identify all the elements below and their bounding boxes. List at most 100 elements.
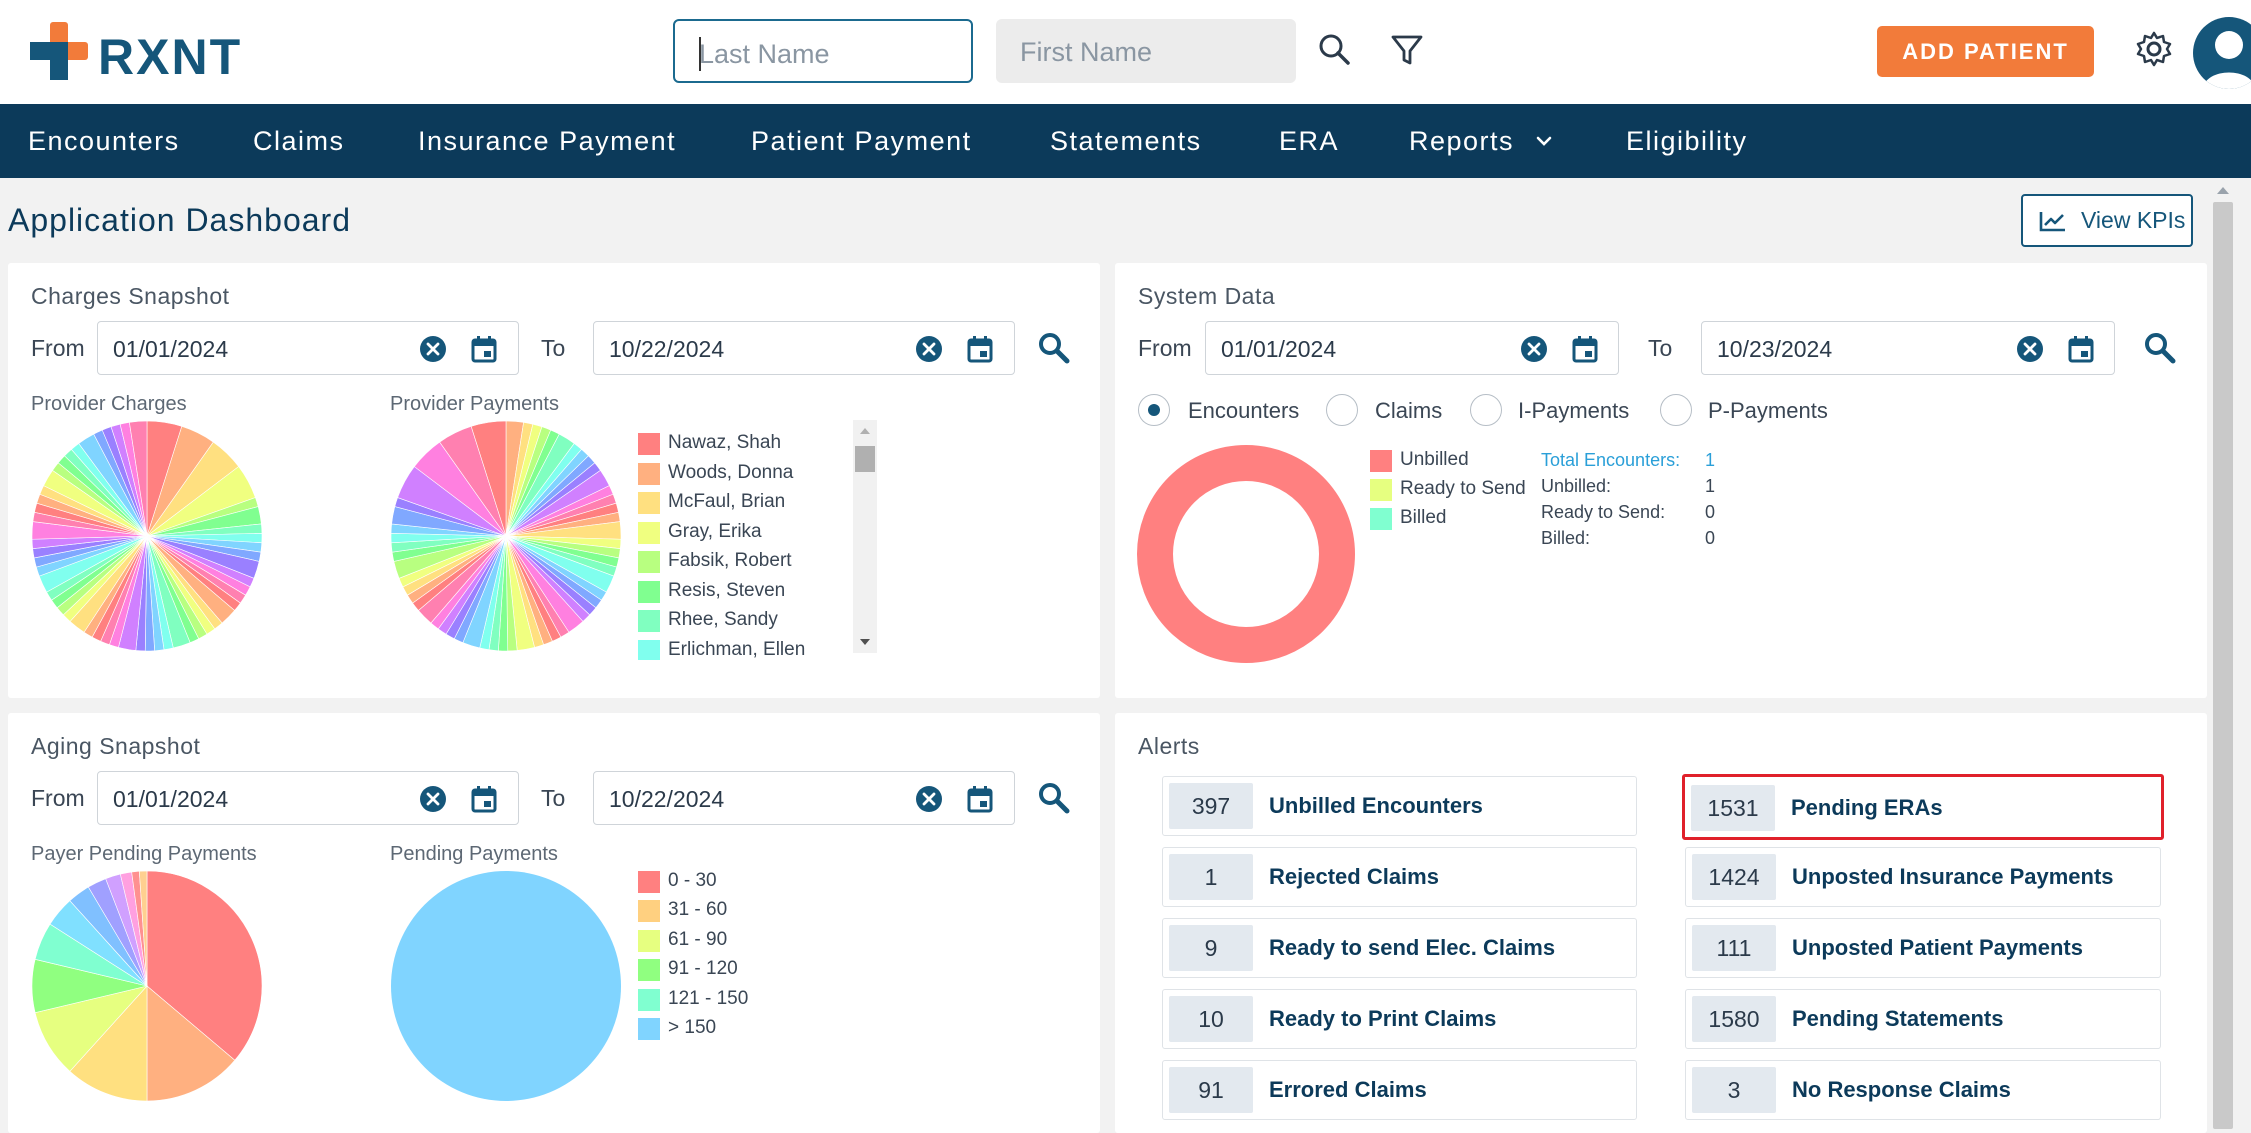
calendar-icon[interactable] [471, 785, 497, 813]
alert-label: Unposted Insurance Payments [1792, 864, 2114, 889]
radio-p-payments[interactable] [1660, 394, 1692, 426]
view-kpis-button[interactable]: View KPIs [2021, 194, 2193, 247]
charges-to-date-value: 10/22/2024 [609, 336, 725, 362]
search-icon[interactable] [1037, 331, 1071, 365]
alert-unposted-patient-payments[interactable]: 111 Unposted Patient Payments [1685, 918, 2161, 978]
aging-from-date-field[interactable]: 01/01/2024 [97, 771, 519, 825]
legend-scrollbar-thumb[interactable] [855, 446, 875, 472]
system-from-date-value: 01/01/2024 [1221, 336, 1337, 362]
clear-icon[interactable] [915, 335, 943, 363]
radio-encounters-label[interactable]: Encounters [1188, 398, 1300, 423]
radio-p-payments-label[interactable]: P-Payments [1708, 398, 1828, 423]
pie-slice[interactable] [129, 420, 148, 537]
nav-reports-label: Reports [1409, 126, 1515, 156]
legend-swatch [638, 900, 660, 922]
scroll-up-arrow-icon[interactable] [857, 424, 873, 436]
radio-claims[interactable] [1326, 394, 1358, 426]
alert-label: Rejected Claims [1269, 864, 1439, 889]
pending-payments-pie[interactable] [390, 870, 622, 1102]
legend-swatch [638, 522, 660, 544]
calendar-icon[interactable] [471, 335, 497, 363]
alert-pending-eras[interactable]: 1531 Pending ERAs [1682, 774, 2164, 840]
scroll-down-arrow-icon[interactable] [857, 636, 873, 648]
legend-swatch [638, 610, 660, 632]
search-icon[interactable] [2143, 331, 2177, 365]
alert-pending-statements[interactable]: 1580 Pending Statements [1685, 989, 2161, 1049]
alert-ready-to-send-elec-claims[interactable]: 9 Ready to send Elec. Claims [1162, 918, 1637, 978]
provider-charges-pie[interactable] [31, 420, 263, 652]
alerts-title: Alerts [1138, 733, 1200, 759]
legend-label: 31 - 60 [668, 899, 728, 920]
last-name-input[interactable]: Last Name [673, 19, 973, 83]
nav-insurance-payment[interactable]: Insurance Payment [418, 126, 677, 156]
radio-encounters[interactable] [1138, 394, 1170, 426]
nav-claims[interactable]: Claims [253, 126, 345, 156]
clear-icon[interactable] [419, 785, 447, 813]
calendar-icon[interactable] [967, 785, 993, 813]
alert-label: Pending ERAs [1791, 795, 1943, 820]
encounters-donut-chart[interactable] [1137, 445, 1355, 663]
system-to-date-field[interactable]: 10/23/2024 [1701, 321, 2115, 375]
clear-icon[interactable] [1520, 335, 1548, 363]
page-scrollbar-thumb[interactable] [2213, 202, 2233, 1129]
calendar-icon[interactable] [967, 335, 993, 363]
legend-label: Gray, Erika [668, 521, 762, 542]
alert-count: 1 [1169, 854, 1253, 900]
calendar-icon[interactable] [1572, 335, 1598, 363]
scroll-up-arrow-icon[interactable] [2214, 183, 2232, 197]
alert-unposted-insurance-payments[interactable]: 1424 Unposted Insurance Payments [1685, 847, 2161, 907]
system-to-label: To [1648, 335, 1673, 361]
legend-swatch [638, 463, 660, 485]
alert-ready-to-print-claims[interactable]: 10 Ready to Print Claims [1162, 989, 1637, 1049]
alert-rejected-claims[interactable]: 1 Rejected Claims [1162, 847, 1637, 907]
search-icon[interactable] [1315, 30, 1355, 70]
user-avatar-icon[interactable] [2193, 17, 2251, 89]
clear-icon[interactable] [419, 335, 447, 363]
clear-icon[interactable] [915, 785, 943, 813]
stat-ready-to-send-label: Ready to Send: [1541, 502, 1666, 522]
nav-era[interactable]: ERA [1279, 126, 1340, 156]
alert-no-response-claims[interactable]: 3 No Response Claims [1685, 1060, 2161, 1120]
pie-slice[interactable] [138, 870, 148, 987]
payer-pending-payments-pie[interactable] [31, 870, 263, 1102]
radio-claims-label[interactable]: Claims [1375, 398, 1443, 423]
alert-errored-claims[interactable]: 91 Errored Claims [1162, 1060, 1637, 1120]
nav-patient-payment[interactable]: Patient Payment [751, 126, 972, 156]
view-kpis-label: View KPIs [2081, 207, 2186, 233]
nav-reports[interactable]: Reports [1409, 126, 1552, 157]
system-from-date-field[interactable]: 01/01/2024 [1205, 321, 1619, 375]
legend-scrollbar[interactable] [853, 420, 877, 653]
stat-unbilled-label: Unbilled: [1541, 476, 1612, 496]
legend-label: Billed [1400, 507, 1447, 528]
aging-to-date-field[interactable]: 10/22/2024 [593, 771, 1015, 825]
legend-swatch [638, 1018, 660, 1040]
charges-to-date-field[interactable]: 10/22/2024 [593, 321, 1015, 375]
gear-icon[interactable] [2134, 29, 2174, 69]
pie-slice[interactable] [69, 985, 148, 1102]
stat-total-encounters-value: 1 [1705, 450, 1716, 470]
radio-i-payments-label[interactable]: I-Payments [1518, 398, 1630, 423]
filter-icon[interactable] [1387, 30, 1427, 70]
pie-slice[interactable] [146, 870, 263, 1061]
nav-statements[interactable]: Statements [1050, 126, 1202, 156]
legend-label: Erlichman, Ellen [668, 639, 806, 660]
alert-unbilled-encounters[interactable]: 397 Unbilled Encounters [1162, 776, 1637, 836]
first-name-input[interactable]: First Name [996, 19, 1296, 83]
search-icon[interactable] [1037, 781, 1071, 815]
system-data-title: System Data [1138, 283, 1276, 309]
provider-payments-pie[interactable] [390, 420, 622, 652]
pie-slice[interactable] [146, 985, 236, 1102]
legend-label: Ready to Send [1400, 478, 1526, 499]
aging-from-date-value: 01/01/2024 [113, 786, 229, 812]
calendar-icon[interactable] [2068, 335, 2094, 363]
pie-slice[interactable] [470, 420, 507, 537]
legend-swatch [638, 551, 660, 573]
legend-label: Unbilled [1400, 449, 1469, 470]
nav-eligibility[interactable]: Eligibility [1626, 126, 1748, 156]
charges-from-date-field[interactable]: 01/01/2024 [97, 321, 519, 375]
radio-i-payments[interactable] [1470, 394, 1502, 426]
nav-encounters[interactable]: Encounters [28, 126, 180, 156]
clear-icon[interactable] [2016, 335, 2044, 363]
add-patient-button[interactable]: ADD PATIENT [1877, 26, 2094, 77]
logo-text: RXNT [98, 29, 243, 85]
